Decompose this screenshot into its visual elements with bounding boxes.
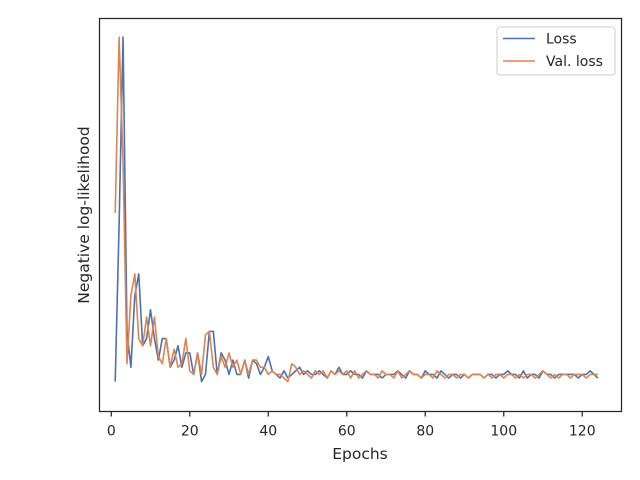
x-tick-label-100: 100 xyxy=(490,424,517,440)
series-line-val-loss xyxy=(114,36,598,383)
x-tick-label-40: 40 xyxy=(259,424,277,440)
legend: Loss Val. loss xyxy=(496,26,616,76)
x-axis-ticks: 0 20 40 60 80 100 120 xyxy=(107,411,596,440)
plot-frame xyxy=(98,17,623,413)
x-tick-label-0: 0 xyxy=(107,424,116,440)
series-layer xyxy=(114,36,599,383)
x-tick-label-120: 120 xyxy=(569,424,596,440)
x-tick-label-80: 80 xyxy=(416,424,434,440)
legend-label-val-loss: Val. loss xyxy=(546,54,603,70)
y-axis-label: Negative log-likelihood xyxy=(75,126,93,304)
x-tick-label-60: 60 xyxy=(338,424,356,440)
legend-label-loss: Loss xyxy=(546,32,577,48)
x-tick-label-20: 20 xyxy=(181,424,199,440)
x-axis-label: Epochs xyxy=(332,445,388,463)
